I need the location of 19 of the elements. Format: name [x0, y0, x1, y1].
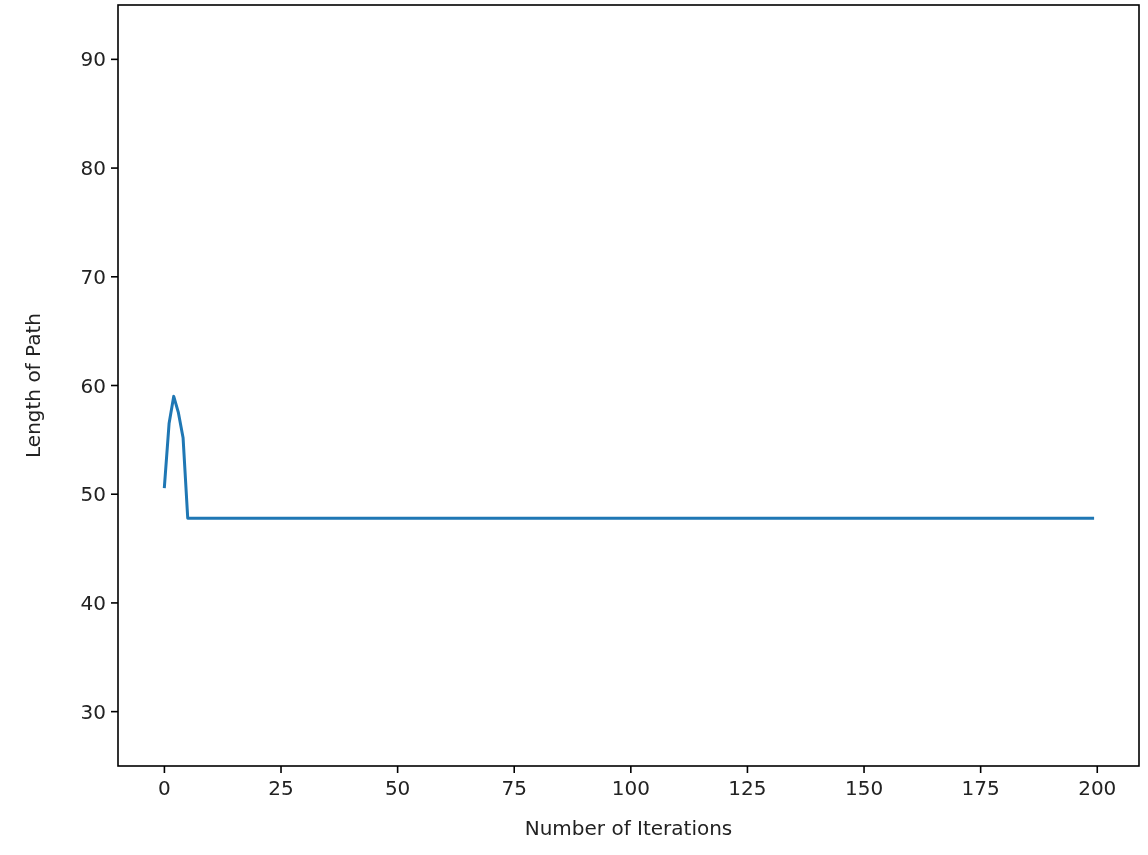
line-series: [162, 394, 1095, 520]
x-tick-label: 100: [611, 776, 650, 800]
y-tick-label: 60: [80, 373, 106, 398]
y-tick-label: 70: [80, 264, 106, 289]
y-tick-label: 40: [80, 590, 106, 615]
x-tick-label: 0: [158, 776, 171, 800]
x-tick-label: 150: [844, 776, 884, 800]
y-tick-label: 30: [80, 699, 106, 724]
y-tick-label: 90: [80, 47, 106, 72]
y-tick-label: 80: [80, 156, 106, 181]
x-tick-label: 75: [501, 776, 527, 800]
x-tick-label: 175: [961, 776, 1000, 800]
x-tick-label: 200: [1078, 776, 1117, 800]
x-tick-label: 50: [384, 776, 411, 800]
x-tick-label: 125: [728, 776, 767, 800]
x-tick-label: 25: [268, 776, 294, 800]
y-tick-label: 50: [80, 482, 106, 507]
y-axis-title: Length of Path: [21, 313, 45, 458]
x-axis-title: Number of Iterations: [524, 816, 733, 840]
